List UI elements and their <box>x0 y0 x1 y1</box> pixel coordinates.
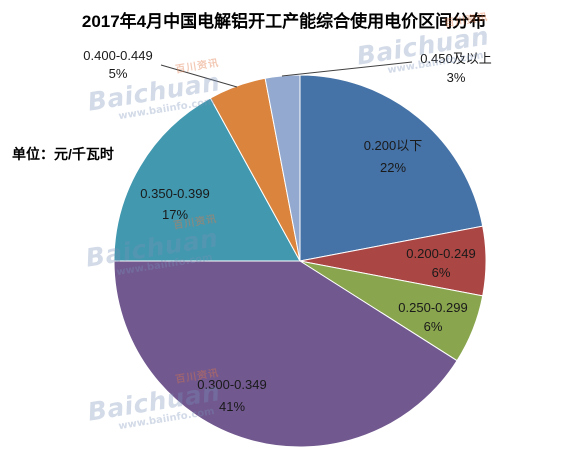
data-label-value-number: 3 <box>447 70 454 85</box>
leader-line-6 <box>160 64 238 88</box>
data-label-value-suffix: % <box>394 160 406 175</box>
data-label-category-5: 0.350-0.399 <box>140 186 209 201</box>
data-label-category-3: 0.250-0.299 <box>398 300 467 315</box>
data-label-category-2: 0.200-0.249 <box>406 246 475 261</box>
data-label-value-2: 6% <box>432 265 451 280</box>
data-labels: 0.200以下 22% 0.200-0.249 6% 0.250-0.299 6% 0.30… <box>83 48 491 414</box>
data-label-value-suffix: % <box>116 66 128 81</box>
data-label-value-number: 22 <box>380 160 394 175</box>
data-label-value-suffix: % <box>454 70 466 85</box>
data-label-value-3: 6% <box>424 319 443 334</box>
pie-slice-1 <box>299 74 484 262</box>
leader-line-7 <box>281 61 413 77</box>
data-label-value-suffix: % <box>233 399 245 414</box>
data-label-value-number: 6 <box>432 265 439 280</box>
leader-lines <box>160 61 413 88</box>
data-label-value-number: 5 <box>109 66 116 81</box>
unit-note: 单位：元/千瓦时 <box>12 146 114 162</box>
data-label-value-number: 17 <box>162 207 176 222</box>
data-label-value-7: 3% <box>447 70 466 85</box>
pie-slice-5 <box>113 97 301 262</box>
pie-slices <box>113 74 487 448</box>
data-label-value-4: 41% <box>219 399 245 414</box>
data-label-value-6: 5% <box>109 66 128 81</box>
data-label-category-6: 0.400-0.449 <box>83 48 152 63</box>
data-label-value-1: 22% <box>380 160 406 175</box>
data-label-category-7: 0.450及以上 <box>420 51 492 66</box>
data-label-value-suffix: % <box>176 207 188 222</box>
data-label-value-5: 17% <box>162 207 188 222</box>
chart-title: 2017年4月中国电解铝开工产能综合使用电价区间分布 <box>81 12 487 31</box>
data-label-value-number: 41 <box>219 399 233 414</box>
data-label-category-4: 0.300-0.349 <box>197 377 266 392</box>
data-label-value-suffix: % <box>439 265 451 280</box>
data-label-value-suffix: % <box>431 319 443 334</box>
data-label-category-1: 0.200以下 <box>364 138 423 153</box>
pie-slice-4 <box>113 260 458 448</box>
data-label-value-number: 6 <box>424 319 431 334</box>
